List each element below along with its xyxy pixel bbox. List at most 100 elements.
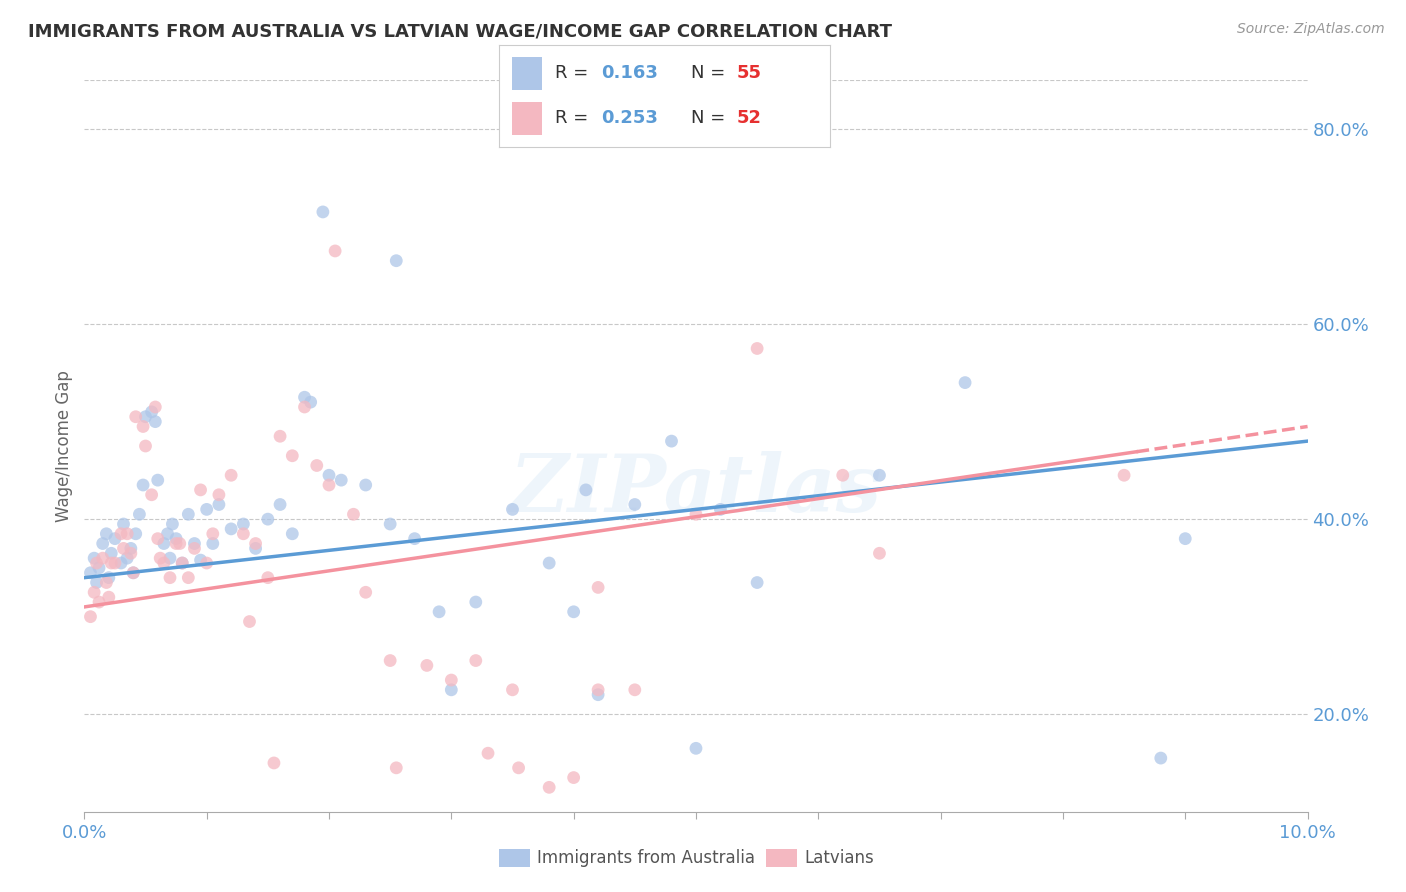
Point [586, 581, 609, 595]
Point [125, 526, 148, 541]
Point [281, 449, 304, 463]
Point [586, 682, 609, 697]
Point [143, 400, 166, 414]
Point [135, 439, 157, 453]
Point [208, 498, 231, 512]
Point [104, 556, 127, 570]
Point [257, 512, 280, 526]
Text: Source: ZipAtlas.com: Source: ZipAtlas.com [1237, 22, 1385, 37]
Point [91, 551, 114, 566]
Point [156, 526, 179, 541]
Text: IMMIGRANTS FROM AUSTRALIA VS LATVIAN WAGE/INCOME GAP CORRELATION CHART: IMMIGRANTS FROM AUSTRALIA VS LATVIAN WAG… [28, 22, 893, 40]
Point [128, 508, 150, 522]
Text: R =: R = [555, 64, 595, 82]
Point [97, 571, 120, 585]
Point [323, 244, 346, 258]
Point [79, 566, 101, 580]
Point [575, 483, 598, 497]
Point [953, 376, 976, 390]
Point [294, 400, 316, 414]
Point [869, 468, 891, 483]
Point [502, 682, 524, 697]
Point [299, 395, 322, 409]
Point [219, 522, 242, 536]
Point [190, 483, 212, 497]
Point [624, 498, 647, 512]
Point [165, 532, 187, 546]
Point [132, 478, 155, 492]
Point [380, 654, 402, 668]
Point [83, 585, 105, 599]
Point [132, 419, 155, 434]
Text: Latvians: Latvians [804, 849, 875, 867]
Point [685, 741, 707, 756]
Point [440, 682, 463, 697]
Point [312, 205, 335, 219]
Point [354, 478, 377, 492]
Point [464, 595, 486, 609]
Point [172, 556, 194, 570]
Point [385, 253, 408, 268]
Point [330, 473, 353, 487]
Point [125, 409, 148, 424]
Point [464, 654, 486, 668]
Point [201, 526, 224, 541]
Point [110, 526, 132, 541]
Point [269, 429, 291, 443]
Point [305, 458, 328, 473]
Point [380, 516, 402, 531]
Point [831, 468, 853, 483]
Point [232, 526, 254, 541]
Text: 0.163: 0.163 [602, 64, 658, 82]
Point [586, 688, 609, 702]
Point [143, 415, 166, 429]
Point [97, 590, 120, 604]
Point [232, 516, 254, 531]
Point [416, 658, 439, 673]
Point [159, 551, 181, 566]
Point [318, 468, 340, 483]
Point [245, 536, 267, 550]
Point [120, 546, 142, 560]
Point [318, 478, 340, 492]
Point [709, 502, 731, 516]
FancyBboxPatch shape [512, 57, 543, 90]
Point [238, 615, 260, 629]
Point [562, 605, 585, 619]
Text: 0.253: 0.253 [602, 110, 658, 128]
Point [747, 342, 769, 356]
Point [269, 498, 291, 512]
Point [86, 556, 108, 570]
Point [153, 556, 176, 570]
Point [96, 526, 118, 541]
Point [538, 556, 561, 570]
Point [190, 553, 212, 567]
Point [1150, 751, 1173, 765]
Point [661, 434, 683, 449]
Point [122, 566, 145, 580]
Point [257, 571, 280, 585]
Point [562, 771, 585, 785]
Point [96, 575, 118, 590]
Point [87, 595, 110, 609]
FancyBboxPatch shape [512, 102, 543, 135]
Point [112, 541, 135, 556]
Point [83, 551, 105, 566]
Point [177, 571, 200, 585]
Y-axis label: Wage/Income Gap: Wage/Income Gap [55, 370, 73, 522]
Text: 52: 52 [737, 110, 762, 128]
Text: N =: N = [690, 64, 731, 82]
Point [120, 541, 142, 556]
Point [1114, 468, 1136, 483]
Point [146, 532, 169, 546]
Point [624, 682, 647, 697]
Point [183, 536, 205, 550]
Point [427, 605, 450, 619]
Point [122, 566, 145, 580]
Point [183, 541, 205, 556]
Point [281, 526, 304, 541]
Point [869, 546, 891, 560]
Point [87, 561, 110, 575]
Point [177, 508, 200, 522]
Point [172, 556, 194, 570]
